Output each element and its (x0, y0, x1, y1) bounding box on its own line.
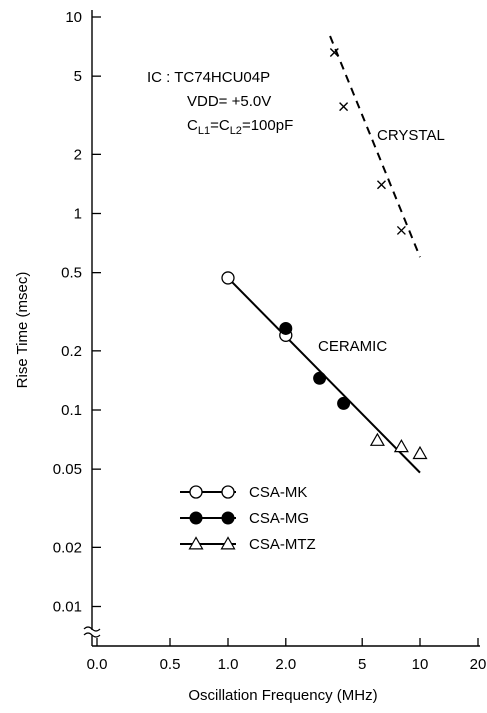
data-point-crystal (339, 102, 349, 112)
y-tick-label: 10 (65, 9, 82, 26)
x-tick-label: 0.5 (160, 656, 181, 673)
data-point-csa-mg (337, 396, 351, 410)
x-tick-label: 20 (470, 656, 487, 673)
data-point-csa-mtz (369, 432, 385, 446)
data-point-crystal (329, 47, 339, 57)
legend-marker (221, 485, 235, 499)
y-tick-label: 0.01 (53, 599, 82, 616)
legend-label: CSA-MTZ (249, 536, 316, 553)
y-tick-label: 1 (74, 206, 82, 223)
annotation-cl-val: =100pF (242, 117, 293, 134)
legend-marker (188, 536, 204, 550)
data-point-csa-mk (221, 271, 235, 285)
annotation-cl-sub2: L2 (230, 125, 242, 137)
y-tick-label: 2 (74, 146, 82, 163)
x-tick-label: 0.0 (87, 656, 108, 673)
y-tick-label: 0.05 (53, 461, 82, 478)
x-axis-title: Oscillation Frequency (MHz) (188, 687, 377, 704)
data-point-csa-mtz (393, 439, 409, 453)
legend-marker (189, 485, 203, 499)
legend-label: CSA-MK (249, 484, 307, 501)
markers (221, 47, 428, 460)
legend: CSA-MK CSA-MG CSA-MTZ (180, 484, 316, 553)
x-tick-label: 1.0 (218, 656, 239, 673)
x-ticks: 0.0 0.5 1.0 2.0 5 10 20 (87, 638, 487, 673)
data-point-csa-mtz (412, 445, 428, 460)
legend-marker (221, 511, 235, 525)
annotation-cl-sub1: L1 (198, 125, 210, 137)
y-ticks: 10 5 2 1 0.5 0.2 0.1 0.05 0.02 0.01 (53, 9, 101, 616)
annotation-crystal: CRYSTAL (377, 127, 445, 144)
annotations: IC : TC74HCU04P VDD= +5.0V CL1=CL2=100pF… (147, 69, 445, 355)
data-point-csa-mg (313, 371, 327, 385)
y-axis-title: Rise Time (msec) (14, 272, 31, 389)
y-tick-label: 0.5 (61, 265, 82, 282)
trend-line-crystal (329, 35, 421, 258)
x-tick-label: 10 (412, 656, 429, 673)
x-tick-label: 2.0 (275, 656, 296, 673)
data-point-csa-mg (279, 321, 293, 335)
data-point-crystal (396, 225, 406, 235)
y-tick-label: 0.1 (61, 402, 82, 419)
y-tick-label: 0.2 (61, 343, 82, 360)
annotation-vdd: VDD= +5.0V (187, 93, 271, 110)
data-point-crystal (376, 180, 386, 190)
annotation-ic: IC : TC74HCU04P (147, 69, 270, 86)
legend-marker (189, 511, 203, 525)
axis-break-mark (83, 626, 101, 638)
legend-label: CSA-MG (249, 510, 309, 527)
y-tick-label: 5 (74, 68, 82, 85)
annotation-ceramic: CERAMIC (318, 338, 387, 355)
y-tick-label: 0.02 (53, 539, 82, 556)
annotation-cl-mid: =C (210, 117, 230, 134)
legend-marker (220, 536, 236, 550)
annotation-cl-base1: C (187, 117, 198, 134)
x-tick-label: 5 (358, 656, 366, 673)
annotation-cl: CL1=CL2=100pF (187, 117, 293, 137)
